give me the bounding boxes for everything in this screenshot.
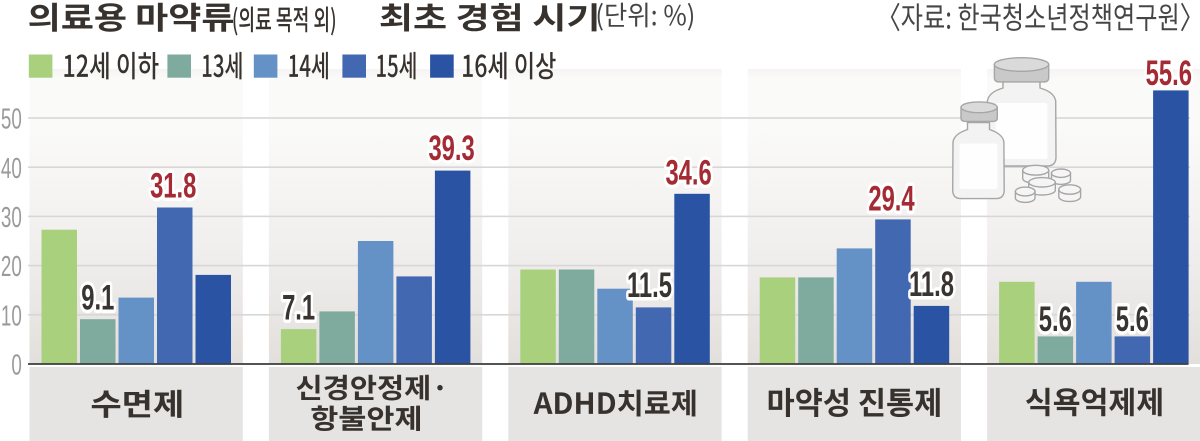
svg-text:0: 0 bbox=[11, 350, 21, 382]
svg-text:10: 10 bbox=[1, 301, 22, 333]
svg-text:29.4: 29.4 bbox=[868, 180, 914, 219]
svg-text:11.5: 11.5 bbox=[627, 267, 672, 306]
svg-text:11.8: 11.8 bbox=[909, 266, 954, 305]
svg-text:40: 40 bbox=[1, 153, 22, 185]
svg-text:31.8: 31.8 bbox=[150, 167, 196, 206]
svg-text:9.1: 9.1 bbox=[81, 279, 114, 318]
svg-text:20: 20 bbox=[1, 251, 22, 283]
svg-text:5.6: 5.6 bbox=[1039, 301, 1072, 340]
svg-text:55.6: 55.6 bbox=[1146, 54, 1192, 93]
svg-text:7.1: 7.1 bbox=[282, 289, 315, 328]
svg-text:5.6: 5.6 bbox=[1116, 301, 1149, 340]
svg-text:50: 50 bbox=[1, 104, 22, 136]
svg-text:30: 30 bbox=[1, 202, 22, 234]
svg-text:39.3: 39.3 bbox=[428, 130, 474, 169]
svg-text:34.6: 34.6 bbox=[665, 154, 711, 193]
